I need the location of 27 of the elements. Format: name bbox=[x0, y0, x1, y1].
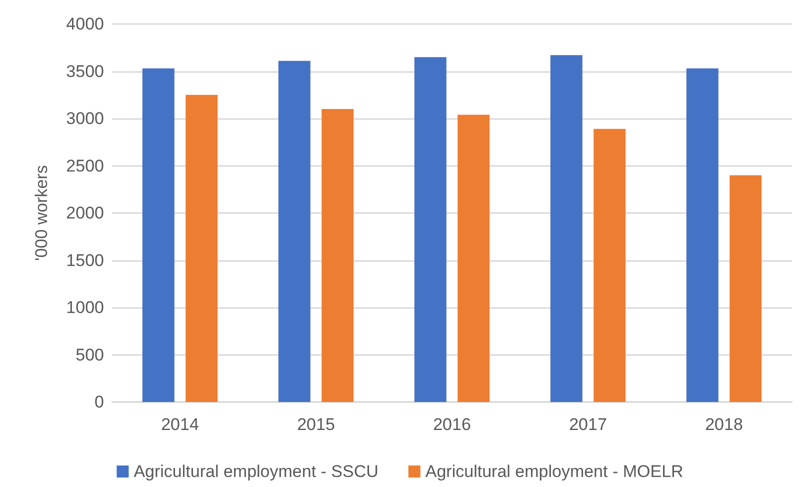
y-tick-label: 1000 bbox=[66, 298, 104, 317]
y-tick-label: 3000 bbox=[66, 109, 104, 128]
bar bbox=[458, 114, 490, 402]
y-tick-label: 0 bbox=[94, 392, 104, 412]
x-tick-label: 2017 bbox=[569, 415, 607, 434]
y-tick-label: 2000 bbox=[66, 204, 104, 222]
y-tick-label: 500 bbox=[76, 345, 104, 364]
x-tick-label: 2014 bbox=[161, 415, 199, 434]
bar bbox=[142, 68, 174, 402]
x-tick-label: 2015 bbox=[297, 415, 335, 434]
bar bbox=[322, 109, 354, 402]
y-tick-label: 2500 bbox=[66, 156, 104, 176]
bar bbox=[730, 175, 762, 402]
y-tick-label: 3500 bbox=[66, 62, 104, 81]
bar bbox=[550, 55, 582, 402]
bar bbox=[594, 128, 626, 402]
bar bbox=[278, 60, 310, 402]
bar bbox=[414, 57, 446, 402]
y-axis-title: '000 workers bbox=[32, 165, 51, 261]
legend-label: Agricultural employment - SSCU bbox=[134, 462, 378, 481]
legend-label: Agricultural employment - MOELR bbox=[425, 462, 684, 481]
bar bbox=[186, 94, 218, 402]
y-tick-label: 1500 bbox=[66, 250, 104, 270]
x-tick-label: 2016 bbox=[433, 415, 471, 434]
y-tick-label: 4000 bbox=[66, 14, 104, 34]
x-tick-label: 2018 bbox=[705, 415, 743, 434]
bar bbox=[686, 68, 718, 402]
